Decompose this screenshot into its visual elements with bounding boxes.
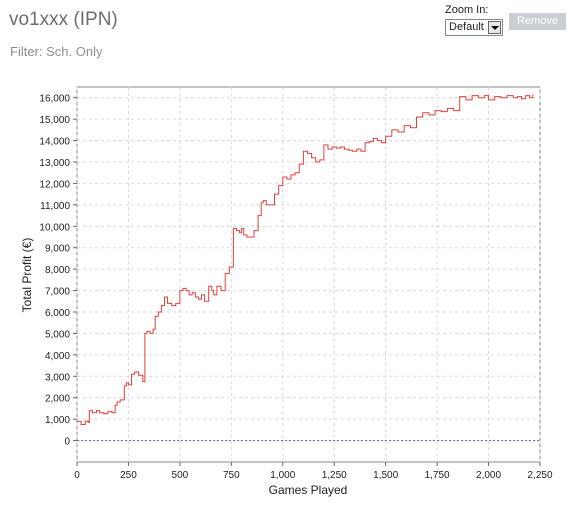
plot-area <box>76 86 541 463</box>
y-tick-label: 12,000 <box>39 179 70 190</box>
remove-button[interactable]: Remove <box>509 13 566 30</box>
y-tick-label: 0 <box>64 437 70 448</box>
x-tick-label: 1,750 <box>425 470 450 481</box>
x-tick-label: 2,000 <box>476 470 501 481</box>
y-tick-label: 13,000 <box>39 158 70 169</box>
x-tick-label: 750 <box>223 470 240 481</box>
x-axis-label: Games Played <box>269 483 348 497</box>
x-tick-label: 1,500 <box>373 470 398 481</box>
y-tick-label: 10,000 <box>39 222 70 233</box>
y-tick-label: 4,000 <box>45 351 70 362</box>
y-tick-label: 16,000 <box>39 94 70 105</box>
y-tick-label: 7,000 <box>45 287 70 298</box>
y-tick-label: 2,000 <box>45 394 70 405</box>
y-tick-label: 8,000 <box>45 265 70 276</box>
zoom-select-value: Default <box>449 21 484 33</box>
zoom-select[interactable]: Default <box>445 19 503 36</box>
y-tick-label: 6,000 <box>45 308 70 319</box>
y-tick-label: 5,000 <box>45 329 70 340</box>
page-title: vo1xxx (IPN) <box>9 9 118 30</box>
axis-layer: 0 1,000 2,000 3,000 4,000 5,000 6,000 7,000 8,00… <box>39 94 553 481</box>
x-tick-label: 2,250 <box>527 470 552 481</box>
y-tick-label: 15,000 <box>39 115 70 126</box>
x-tick-label: 1,000 <box>270 470 295 481</box>
y-axis-label: Total Profit (€) <box>20 238 34 313</box>
y-tick-label: 14,000 <box>39 137 70 148</box>
profit-series-line <box>77 94 534 425</box>
x-tick-label: 1,250 <box>322 470 347 481</box>
filter-label: Filter: Sch. Only <box>10 44 103 59</box>
chevron-down-icon[interactable] <box>488 21 501 34</box>
x-tick-label: 250 <box>120 470 137 481</box>
y-tick-label: 9,000 <box>45 244 70 255</box>
x-tick-label: 500 <box>172 470 189 481</box>
x-tick-label: 0 <box>74 470 80 481</box>
y-tick-label: 1,000 <box>45 415 70 426</box>
y-tick-label: 11,000 <box>40 201 70 212</box>
y-tick-label: 3,000 <box>45 372 70 383</box>
zoom-label: Zoom In: <box>445 4 489 16</box>
